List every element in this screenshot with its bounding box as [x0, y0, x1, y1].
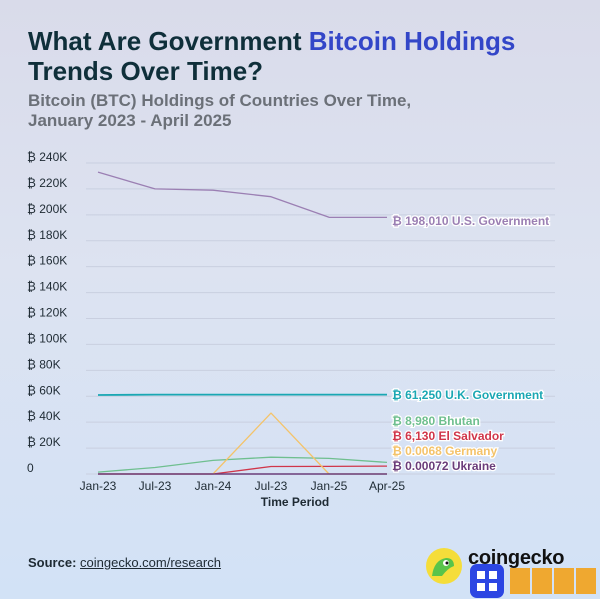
x-tick-label: Jan-25: [311, 479, 348, 493]
title-highlight: Bitcoin Holdings: [308, 26, 516, 56]
watermark-logo-icon: [470, 564, 596, 598]
y-tick-label: ₿ 220K: [27, 176, 67, 190]
y-tick-label: ₿ 20K: [27, 435, 61, 449]
series-line-el_salvador: [98, 465, 388, 475]
x-axis-title: Time Period: [261, 495, 329, 509]
series-label-ukraine: ₿ 0.00072 Ukraine: [392, 459, 496, 473]
x-tick-label: Jan-24: [195, 479, 232, 493]
title-part-2: Trends Over Time?: [28, 56, 264, 86]
gecko-logo-icon: [426, 548, 462, 584]
series-label-bhutan: ₿ 8,980 Bhutan: [392, 414, 480, 428]
line-chart: 0 ₿ 20K ₿ 40K ₿ 60K ₿ 80K ₿ 100K ₿ 120K ₿ 140K ₿…: [27, 150, 555, 509]
series-line-us: [97, 171, 388, 219]
series-line-bhutan: [97, 456, 388, 473]
source-note: Source: coingecko.com/research: [28, 555, 221, 570]
y-tick-label: ₿ 200K: [27, 202, 67, 216]
x-tick-label: Jul-23: [139, 479, 172, 493]
subtitle-line-1: Bitcoin (BTC) Holdings of Countries Over…: [28, 91, 412, 110]
y-tick-label: ₿ 140K: [27, 280, 67, 294]
series-label-us: ₿ 198,010 U.S. Government: [392, 214, 549, 228]
y-tick-label: ₿ 160K: [27, 254, 67, 268]
series-label-uk: ₿ 61,250 U.K. Government: [392, 388, 543, 402]
y-tick-label: 0: [27, 461, 34, 475]
y-tick-label: ₿ 60K: [27, 383, 61, 397]
y-tick-label: ₿ 40K: [27, 409, 61, 423]
series-label-el_salvador: ₿ 6,130 El Salvador: [392, 429, 504, 443]
chart-subtitle: Bitcoin (BTC) Holdings of Countries Over…: [28, 91, 588, 131]
title-part-1: What Are Government: [28, 26, 309, 56]
source-label: Source:: [28, 555, 77, 570]
chart-title: What Are Government Bitcoin Holdings Tre…: [28, 26, 588, 86]
source-link[interactable]: coingecko.com/research: [80, 555, 221, 570]
subtitle-line-2: January 2023 - April 2025: [28, 111, 232, 130]
x-tick-label: Apr-25: [369, 479, 405, 493]
y-tick-label: ₿ 80K: [27, 357, 61, 371]
brand-name: coingecko: [468, 547, 565, 569]
x-tick-label: Jan-23: [80, 479, 117, 493]
y-tick-label: ₿ 180K: [27, 228, 67, 242]
series-label-germany: ₿ 0.0068 Germany: [392, 444, 498, 458]
x-tick-label: Jul-23: [255, 479, 288, 493]
y-tick-label: ₿ 240K: [27, 150, 67, 164]
y-tick-label: ₿ 100K: [27, 331, 67, 345]
y-tick-label: ₿ 120K: [27, 306, 67, 320]
